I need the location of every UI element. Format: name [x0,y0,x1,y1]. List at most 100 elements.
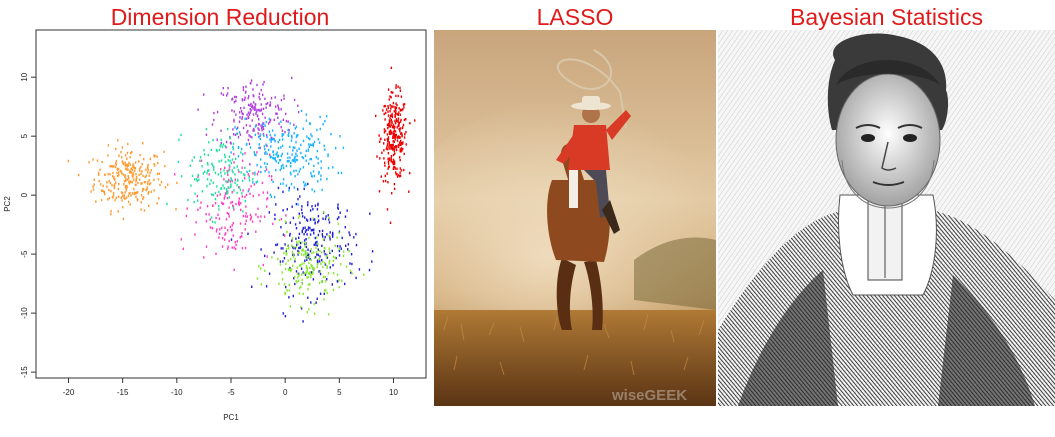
scatter-point [224,155,226,159]
scatter-point [280,120,282,123]
scatter-point [266,205,268,208]
scatter-point [111,184,113,187]
scatter-point [203,170,206,173]
scatter-point [288,128,290,132]
scatter-point [387,105,389,108]
scatter-point [276,151,278,154]
scatter-point [329,231,331,234]
scatter-point [220,159,223,162]
scatter-point [321,258,323,262]
scatter-point [256,163,258,167]
bayes-portrait [718,30,1055,406]
scatter-point [312,170,315,173]
scatter-point [236,165,238,168]
cowboy-illustration: wiseGEEK [394,30,734,406]
scatter-point [394,107,396,110]
scatter-point [307,283,310,286]
scatter-point [302,249,304,252]
scatter-point [157,161,159,165]
scatter-point [391,112,393,116]
scatter-point [258,265,260,268]
scatter-point [135,183,137,186]
scatter-point [227,169,230,172]
scatter-point [125,187,127,190]
scatter-point [249,213,252,217]
scatter-point [266,198,268,201]
scatter-point [236,191,238,195]
scatter-point [142,196,145,199]
scatter-point [394,119,396,123]
scatter-point [244,98,246,101]
scatter-point [280,226,282,229]
scatter-point [283,283,286,286]
scatter-point [274,158,277,162]
scatter-point [240,151,242,154]
scatter-point [206,178,209,181]
scatter-point [283,257,286,260]
scatter-point [209,226,212,229]
scatter-point [269,104,272,107]
scatter-point [146,166,149,170]
scatter-point [264,116,266,119]
scatter-point [375,114,377,118]
scatter-point [309,158,311,161]
scatter-point [154,154,156,158]
scatter-point [388,125,390,128]
scatter-point [258,118,260,121]
scatter-point [126,168,128,171]
scatter-point [194,178,196,181]
scatter-point [252,194,254,198]
scatter-point [402,123,405,127]
scatter-point [141,189,144,193]
scatter-point [399,156,401,159]
scatter-point [293,246,295,249]
scatter-point [249,163,251,166]
scatter-point [126,178,129,181]
scatter-point [244,228,246,231]
scatter-point [389,104,391,107]
scatter-point [404,133,406,136]
scatter-point [126,184,128,188]
scatter-point [280,247,282,250]
scatter-point [399,86,401,90]
scatter-point [233,152,235,156]
scatter-point [234,178,236,181]
scatter-point [344,226,346,229]
scatter-point [118,173,120,177]
scatter-point [300,109,303,113]
scatter-point [240,171,242,174]
scatter-point [405,130,407,134]
scatter-point [259,97,261,101]
scatter-point [205,245,208,248]
scatter-point [121,160,124,163]
scatter-point [326,266,328,269]
scatter-point [236,132,238,136]
scatter-point [340,262,342,266]
scatter-point [297,249,299,253]
scatter-point [319,249,321,253]
scatter-point [193,200,195,204]
scatter-point [104,193,106,196]
scatter-point [103,190,105,193]
scatter-point [215,230,218,233]
scatter-point [317,157,319,160]
scatter-point [292,146,294,149]
scatter-point [346,209,348,212]
scatter-point [393,165,395,168]
scatter-point [249,82,252,85]
scatter-point [227,190,229,193]
scatter-point [391,161,394,164]
scatter-point [254,153,256,156]
scatter-point [274,133,276,137]
scatter-point [125,189,128,192]
scatter-point [305,271,307,274]
scatter-point [242,88,245,92]
scatter-point [227,127,229,131]
scatter-point [397,124,399,127]
scatter-point [389,144,391,147]
x-axis: -20 -15 -10 -5 0 5 10 [63,378,398,397]
scatter-point [386,145,388,148]
scatter-point [233,166,235,169]
scatter-point [110,190,112,193]
scatter-point [131,174,133,177]
